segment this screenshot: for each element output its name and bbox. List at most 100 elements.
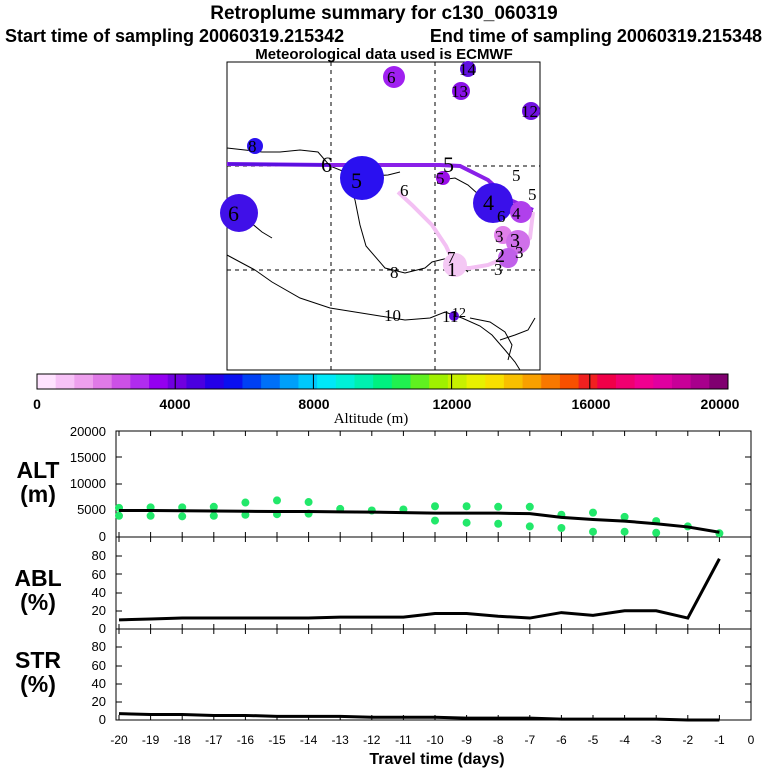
alt-ytick-label: 10000 (70, 476, 106, 491)
colorbar-tick-label: 16000 (572, 396, 611, 412)
colorbar-cell (615, 374, 636, 389)
map-label: 5 (351, 168, 362, 193)
colorbar-cell (242, 374, 262, 389)
x-tick-label: -10 (426, 733, 444, 747)
map-label: 6 (497, 207, 506, 226)
alt-cloud-point (115, 511, 123, 520)
map-label: 3 (515, 243, 524, 262)
map-label: 3 (495, 227, 504, 246)
alt-ytick-label: 20000 (70, 424, 106, 439)
str-ytick-label: 40 (92, 676, 106, 691)
colorbar-cell (559, 374, 580, 389)
colorbar-cell (317, 374, 337, 389)
x-tick-label: -8 (493, 733, 504, 747)
map-label: 5 (528, 185, 537, 204)
str-label: STR (15, 647, 61, 673)
plume-circle (510, 201, 532, 223)
str-ytick-label: 60 (92, 658, 106, 673)
coastline (469, 317, 513, 361)
colorbar-cell (55, 374, 75, 389)
plume-circle (506, 230, 530, 254)
x-tick-label: -2 (682, 733, 693, 747)
map-label: 6 (321, 152, 332, 177)
x-tick-label: -3 (651, 733, 662, 747)
alt-cloud-point (273, 496, 281, 505)
plume-circle (449, 311, 459, 321)
alt-cloud-point (146, 511, 155, 520)
colorbar-tick-label: 20000 (701, 396, 740, 412)
colorbar-ticks (174, 374, 591, 389)
alt-cloud-point (431, 502, 439, 511)
colorbar-cell (354, 374, 374, 389)
alt-label: ALT (16, 457, 59, 483)
x-tick-label: -18 (174, 733, 192, 747)
alt-cloud-point (494, 519, 503, 528)
alt-cloud-point (620, 512, 629, 521)
x-tick-labels: -20 -19 -18 -17 -16 -15 -14 -13 -12 -11 -10 -9 -8 -7-… (110, 733, 754, 747)
alt-cloud-point (589, 527, 597, 536)
colorbar-cell (447, 374, 468, 389)
alt-cloud-point (620, 527, 629, 536)
trajectory-upper-west (227, 162, 331, 167)
map-label: 5 (436, 169, 445, 188)
x-tick-label: -12 (363, 733, 381, 747)
map-label: 1 (447, 259, 457, 281)
alt-median-line (119, 509, 720, 534)
plume-circle (220, 194, 258, 232)
colorbar-cell (186, 374, 206, 389)
trajectory-map: 6 14 13 12 8 6 5 5 5 5 5 6 6 4 6 4 3 3 2… (220, 60, 541, 371)
colorbar-frame (36, 373, 729, 390)
plume-circle (383, 66, 405, 88)
abl-unit-label: (%) (20, 589, 56, 615)
abl-line (118, 558, 721, 622)
alt-particle-cloud (115, 496, 724, 538)
alt-unit-label: (m) (20, 481, 56, 507)
coastline (226, 254, 521, 371)
alt-cloud-point (652, 528, 661, 537)
alt-cloud-point (525, 502, 534, 511)
colorbar-cell (485, 374, 505, 389)
map-label: 6 (387, 68, 396, 87)
colorbar-cell (149, 374, 169, 389)
x-tick-label: -13 (332, 733, 350, 747)
alt-cloud-point (557, 523, 566, 532)
x-ticks (118, 431, 752, 720)
colorbar-tick-label: 4000 (159, 396, 190, 412)
met-data-label: Meteorological data used is ECMWF (255, 46, 513, 63)
alt-cloud-point (431, 516, 439, 525)
colorbar-title: Altitude (m) (334, 411, 409, 427)
map-label: 6 (400, 181, 409, 200)
colorbar-cell (391, 374, 412, 389)
x-tick-label: -17 (205, 733, 223, 747)
colorbar-cell (279, 374, 299, 389)
colorbar-cell (205, 374, 225, 389)
plume-circle (522, 102, 540, 120)
str-ytick-label: 20 (92, 694, 106, 709)
plume-circle (460, 61, 476, 77)
abl-panel-frame (115, 536, 752, 630)
str-ytick-label: 0 (99, 712, 106, 727)
coastline (226, 147, 469, 274)
alt-ytick-label: 5000 (77, 502, 106, 517)
map-label: 7 (447, 248, 456, 267)
map-label: 11 (442, 307, 458, 326)
colorbar-cell (261, 374, 281, 389)
colorbar-cell (634, 374, 654, 389)
str-ytick-label: 80 (92, 639, 106, 654)
x-axis-label: Travel time (days) (369, 751, 504, 768)
map-label: 4 (483, 190, 494, 215)
map-label: 13 (451, 82, 468, 101)
alt-cloud-point (304, 498, 313, 507)
colorbar-cell (111, 374, 131, 389)
colorbar-cells (37, 374, 729, 389)
x-tick-label: -6 (556, 733, 567, 747)
str-line (118, 712, 720, 722)
alt-cloud-point (525, 522, 534, 531)
x-tick-label: -15 (268, 733, 286, 747)
map-label: 14 (459, 60, 477, 79)
colorbar-cell (93, 374, 113, 389)
colorbar-cell (298, 374, 318, 389)
map-label: 2 (495, 245, 505, 267)
alt-cloud-point (589, 508, 597, 517)
